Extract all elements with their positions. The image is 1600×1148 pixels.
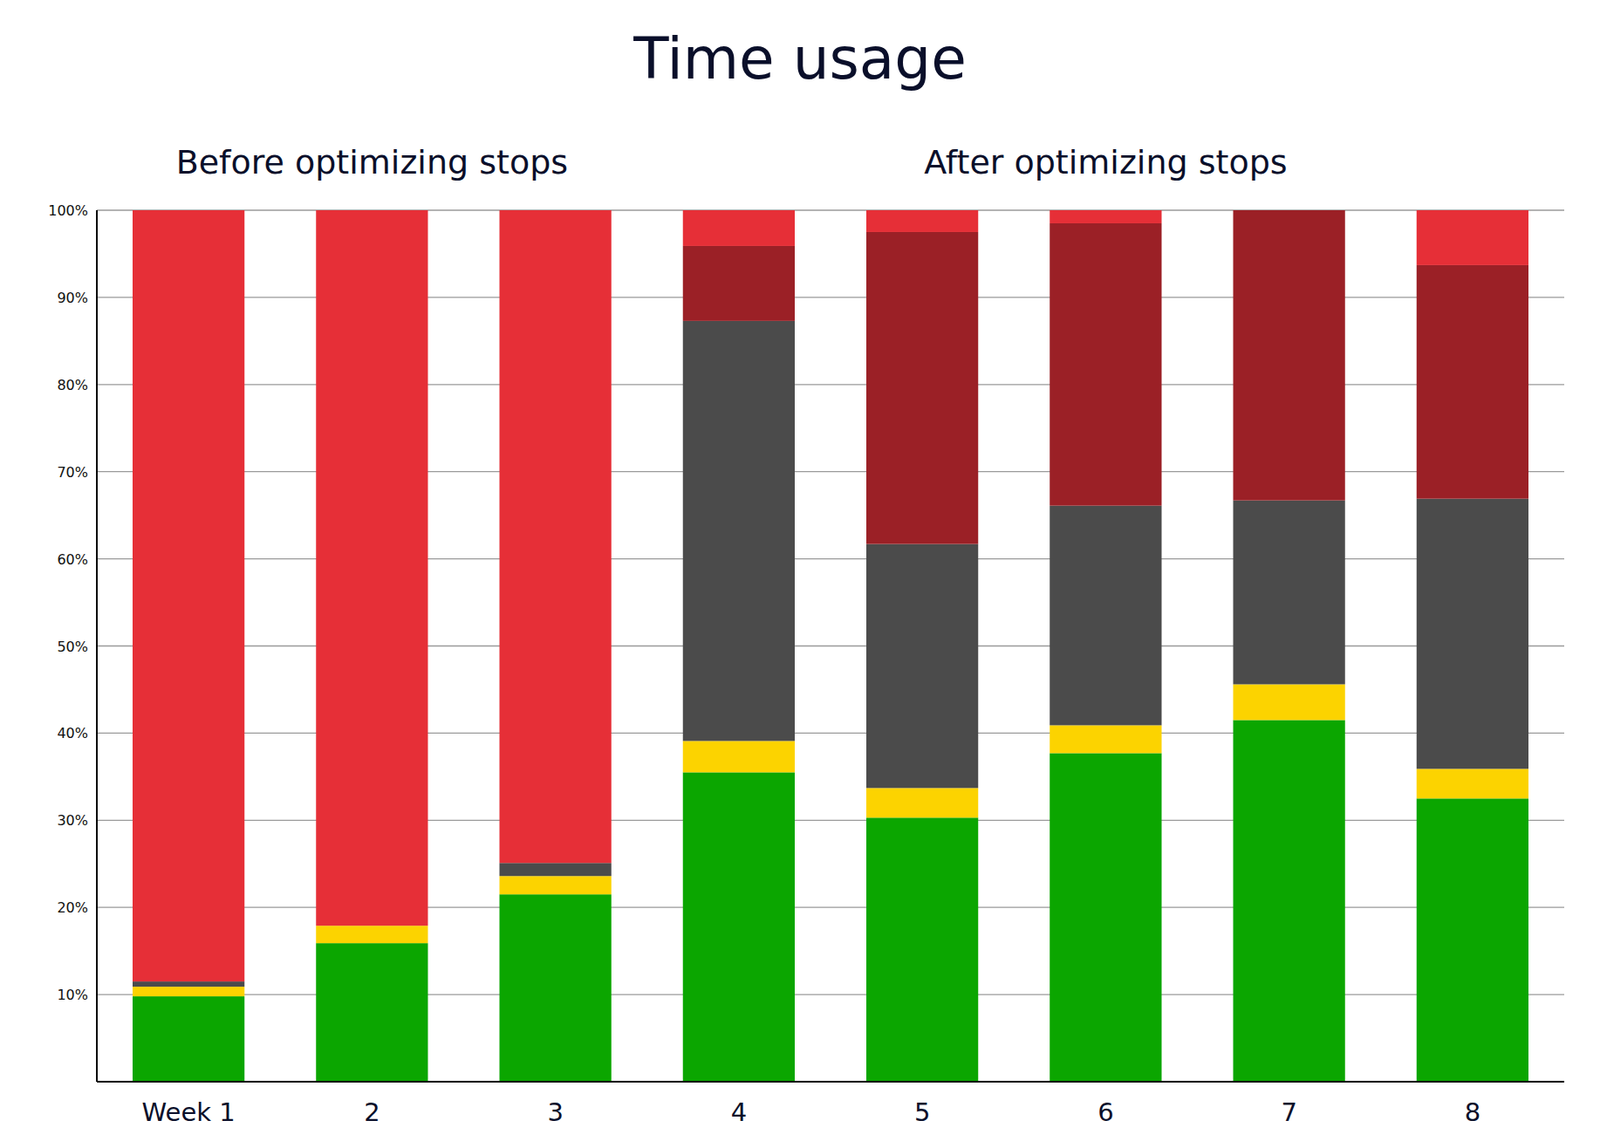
- bar-segment: [683, 321, 795, 742]
- x-tick-label: 3: [547, 1097, 563, 1128]
- y-tick-label: 50%: [56, 638, 89, 656]
- bar-segment: [499, 875, 611, 895]
- bar-segment: [683, 772, 795, 1082]
- bar-segment: [499, 210, 611, 863]
- bar-segment: [866, 817, 978, 1082]
- y-tick-label: 10%: [56, 986, 89, 1004]
- y-tick-label: 80%: [56, 376, 89, 394]
- bar-segment: [683, 210, 795, 247]
- y-tick-label: 30%: [56, 812, 89, 829]
- bar-segment: [132, 210, 245, 982]
- bar-segment: [1049, 223, 1162, 506]
- annotation: Before optimizing stops: [176, 143, 568, 182]
- chart: Time usage Before optimizing stops After o…: [0, 0, 1600, 1148]
- bars: [132, 210, 1529, 1082]
- bar-segment: [1232, 210, 1345, 501]
- x-tick-label: 4: [731, 1097, 747, 1128]
- annotation: After optimizing stops: [923, 143, 1287, 182]
- y-tick-label: 60%: [56, 551, 89, 568]
- bar-segment: [315, 210, 428, 926]
- bar-segment: [1049, 210, 1162, 224]
- bar-segment: [1049, 752, 1162, 1082]
- bar-segment: [1416, 768, 1529, 799]
- y-tick-label: 70%: [56, 464, 89, 481]
- bar-segment: [683, 246, 795, 322]
- x-tick-label: Week 1: [142, 1097, 236, 1128]
- y-axis: [95, 210, 98, 1082]
- x-axis: [96, 1080, 1565, 1083]
- bar-segment: [866, 787, 978, 818]
- bar-segment: [132, 981, 245, 987]
- bar-segment: [315, 925, 428, 944]
- x-tick-label: 7: [1280, 1097, 1297, 1128]
- bar-segment: [1232, 500, 1345, 685]
- bar-segment: [1232, 683, 1345, 720]
- title: Time usage: [632, 25, 967, 93]
- bar-segment: [499, 862, 611, 876]
- y-tick-label: 100%: [47, 202, 89, 219]
- bar-segment: [132, 996, 245, 1082]
- bar-segment: [1416, 265, 1529, 500]
- bar-segment: [866, 232, 978, 545]
- bar-segment: [1232, 210, 1345, 212]
- bar-segment: [1232, 719, 1345, 1082]
- bar-segment: [866, 544, 978, 789]
- bar-segment: [315, 943, 428, 1082]
- y-tick-label: 90%: [56, 289, 89, 307]
- bar-segment: [1416, 798, 1529, 1082]
- bar-segment: [1416, 499, 1529, 770]
- bar-segment: [1416, 210, 1529, 266]
- y-tick-label: 40%: [56, 724, 89, 742]
- x-tick-label: 2: [363, 1097, 380, 1128]
- x-tick-label: 8: [1464, 1097, 1481, 1128]
- y-tick-label: 20%: [56, 899, 89, 917]
- bar-segment: [499, 894, 611, 1082]
- bar-segment: [1049, 505, 1162, 726]
- bar-segment: [132, 986, 245, 997]
- bar-segment: [866, 210, 978, 233]
- bar-segment: [683, 740, 795, 773]
- x-tick-label: 6: [1097, 1097, 1114, 1128]
- x-tick-label: 5: [914, 1097, 930, 1128]
- bar-segment: [1049, 724, 1162, 753]
